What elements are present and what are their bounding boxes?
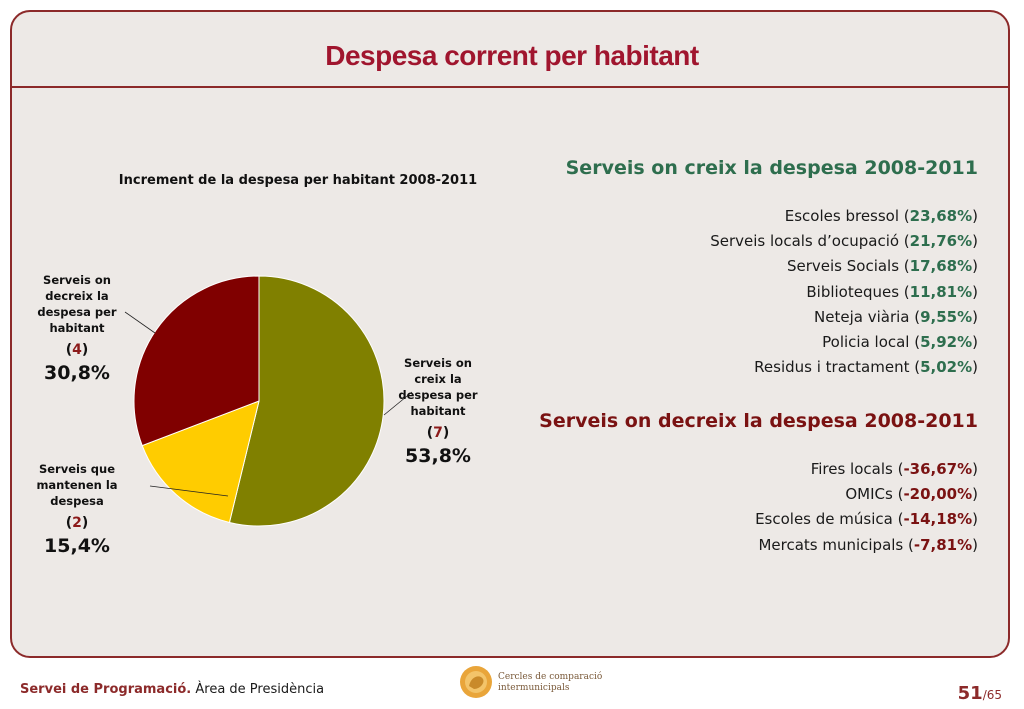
page-number: 51/65 (958, 683, 1002, 704)
increase-item-close: ) (972, 307, 978, 326)
decrease-item-pct: -36,67% (903, 460, 973, 478)
logo-line-2: intermunicipals (498, 683, 570, 693)
slice-label-line: Serveis on (43, 273, 111, 287)
slice-label-line: creix la (414, 372, 461, 386)
slide-title: Despesa corrent per habitant (325, 40, 699, 71)
increase-item-pct: 9,55% (920, 307, 973, 326)
slice-count-open: ( (66, 342, 72, 358)
slice-label-line: habitant (49, 321, 105, 335)
increase-item-name: Serveis Socials ( (786, 257, 910, 276)
decrease-item-pct: -20,00% (903, 485, 973, 504)
decrease-item-pct: -14,18% (903, 510, 973, 529)
decrease-item: Fires locals (-36,67%) (755, 457, 978, 482)
decrease-item-close: ) (972, 460, 978, 478)
decrease-item-name: OMICs ( (845, 485, 904, 504)
slice-count-close: ) (82, 515, 88, 531)
pie-slice-1 (141, 400, 260, 524)
pie-slice-2 (133, 275, 260, 447)
increase-item: Biblioteques (11,81%) (710, 280, 978, 305)
title-divider (12, 86, 1008, 88)
slice-count-number: 2 (72, 515, 82, 531)
page-current: 51 (957, 683, 983, 704)
slice-label-line: despesa per (37, 305, 117, 319)
decrease-item-pct: -7,81% (913, 535, 973, 554)
pie-slice-0 (228, 275, 385, 527)
slice-count: (4) (66, 342, 89, 358)
slice-count: (2) (66, 515, 89, 531)
decrease-heading: Serveis on decreix la despesa 2008-2011 (539, 410, 978, 432)
footer-department: Servei de Programació. Àrea de Presidènc… (20, 682, 324, 697)
decrease-item-close: ) (972, 485, 978, 504)
increase-item-name: Serveis locals d’ocupació ( (710, 232, 910, 251)
logo-text: Cercles de comparació intermunicipals (498, 672, 602, 694)
slice-count-number: 4 (72, 342, 82, 358)
slice-count: (7) (427, 425, 450, 441)
increase-item: Serveis Socials (17,68%) (710, 254, 978, 279)
slice-label-line: decreix la (45, 289, 108, 303)
increase-item-name: Policia local ( (822, 333, 921, 352)
increase-item-pct: 21,76% (909, 232, 973, 251)
increase-item-name: Biblioteques ( (806, 282, 910, 301)
increase-item: Escoles bressol (23,68%) (710, 204, 978, 229)
slice-count-open: ( (427, 425, 433, 441)
increase-item-close: ) (972, 358, 978, 377)
decrease-list: Fires locals (-36,67%) OMICs (-20,00%) Esc… (755, 457, 978, 558)
decrease-item-name: Mercats municipals ( (758, 535, 914, 554)
slice-count-close: ) (443, 425, 449, 441)
slice-label-line: despesa (50, 494, 104, 508)
page-total: /65 (982, 688, 1002, 702)
decrease-item: Mercats municipals (-7,81%) (755, 533, 978, 558)
logo-line-1: Cercles de comparació (498, 672, 603, 682)
increase-heading: Serveis on creix la despesa 2008-2011 (565, 157, 978, 179)
slice-percent: 30,8% (44, 362, 110, 384)
slice-label-line: Serveis que (39, 462, 115, 476)
decrease-item-name: Fires locals ( (810, 460, 904, 478)
increase-item-name: Escoles bressol ( (784, 207, 910, 225)
increase-item: Neteja viària (9,55%) (710, 305, 978, 330)
increase-item-close: ) (972, 232, 978, 251)
footer-org: Servei de Programació. (20, 682, 192, 697)
increase-item: Serveis locals d’ocupació (21,76%) (710, 229, 978, 254)
slice-percent: 53,8% (405, 445, 471, 467)
decrease-item: OMICs (-20,00%) (755, 482, 978, 507)
leader-line-2 (124, 311, 156, 334)
increase-list: Escoles bressol (23,68%) Serveis locals d… (710, 204, 978, 380)
leader-line-0 (383, 391, 413, 416)
decrease-item-close: ) (972, 510, 978, 529)
increase-item-pct: 11,81% (909, 282, 973, 301)
increase-item-name: Neteja viària ( (814, 307, 921, 326)
increase-item-close: ) (972, 282, 978, 301)
decrease-item-name: Escoles de música ( (755, 510, 904, 529)
slice-label-line: despesa per (398, 388, 478, 402)
decrease-item-close: ) (972, 535, 978, 554)
cercles-logo-icon (460, 666, 492, 698)
slice-count-open: ( (66, 515, 72, 531)
increase-item-pct: 23,68% (909, 207, 973, 225)
slice-label-line: mantenen la (36, 478, 117, 492)
slice-label-line: Serveis on (404, 356, 472, 370)
slice-percent: 15,4% (44, 535, 110, 557)
increase-item-close: ) (972, 257, 978, 276)
increase-item: Policia local (5,92%) (710, 330, 978, 355)
increase-item-close: ) (972, 333, 978, 352)
decrease-item: Escoles de música (-14,18%) (755, 507, 978, 532)
increase-item: Residus i tractament (5,02%) (710, 355, 978, 380)
increase-item-pct: 5,02% (920, 358, 973, 377)
increase-item-close: ) (972, 207, 978, 225)
slice-label-line: habitant (410, 404, 466, 418)
footer-dept: Àrea de Presidència (191, 682, 325, 697)
leader-line-1 (149, 485, 229, 497)
slice-count-number: 7 (433, 425, 443, 441)
increase-item-pct: 5,92% (920, 333, 973, 352)
increase-item-name: Residus i tractament ( (754, 358, 921, 377)
increase-item-pct: 17,68% (909, 257, 973, 276)
slice-count-close: ) (82, 342, 88, 358)
chart-title: Increment de la despesa per habitant 200… (119, 173, 477, 188)
